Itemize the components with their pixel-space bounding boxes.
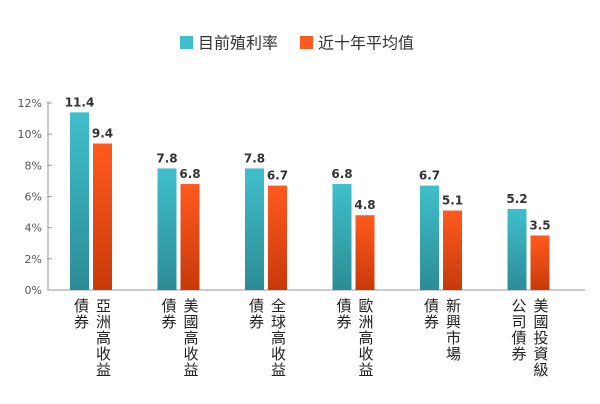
- category-char: 全: [271, 297, 286, 315]
- y-tick-label-4: 8%: [25, 159, 42, 172]
- category-char: 美: [533, 297, 548, 315]
- value-label-s1-c1: 6.8: [179, 167, 200, 181]
- category-char: 球: [271, 313, 286, 331]
- value-label-s1-c2: 6.7: [267, 169, 288, 183]
- y-tick-label-5: 10%: [18, 128, 42, 141]
- value-label-s0-c1: 7.8: [156, 151, 177, 165]
- category-char: 公: [511, 297, 526, 315]
- bars: 11.49.47.86.87.86.7 6.84.86.75.1 5.23.5: [65, 95, 551, 290]
- bar-s0-c5: [507, 208, 527, 290]
- value-label-s0-c3: 6.8: [331, 167, 352, 181]
- category-char: 級: [533, 361, 548, 379]
- category-char: 券: [336, 313, 351, 331]
- category-char: 司: [511, 313, 526, 331]
- category-char: 洲: [358, 313, 373, 331]
- value-label-s0-c2: 7.8: [244, 151, 265, 165]
- category-char: 益: [96, 361, 111, 379]
- category-char: 債: [161, 297, 176, 315]
- legend-swatch-1: [300, 36, 313, 49]
- category-char: 新: [446, 297, 461, 315]
- category-char: 券: [249, 313, 264, 331]
- category-char: 收: [358, 345, 373, 363]
- category-char: 券: [511, 345, 526, 363]
- category-char: 洲: [96, 313, 111, 331]
- bar-s1-c4: [443, 210, 462, 290]
- value-label-s0-c5: 5.2: [506, 192, 527, 206]
- y-tick-label-2: 4%: [25, 222, 42, 235]
- category-char: 資: [533, 345, 548, 363]
- category-char: 券: [161, 313, 176, 331]
- bar-s0-c4: [420, 185, 439, 290]
- category-char: 高: [271, 329, 286, 347]
- category-char: 益: [183, 361, 198, 379]
- bar-s1-c3: [355, 215, 375, 290]
- category-char: 債: [249, 297, 264, 315]
- category-char: 收: [271, 345, 286, 363]
- y-tick-label-1: 2%: [25, 253, 42, 266]
- bar-s1-c5: [530, 235, 550, 290]
- y-axis: 0% 2% 4% 6% 8% 10% 12%: [18, 97, 585, 297]
- category-char: 債: [74, 297, 89, 315]
- category-char: 收: [183, 345, 198, 363]
- bar-s1-c2: [268, 185, 287, 290]
- bar-s0-c2: [245, 168, 264, 290]
- x-axis-labels: 亞洲高收益債券美國高收益債券全球高收益債券歐洲高收益債券新興市場債券美國投資級公…: [74, 297, 549, 379]
- category-char: 債: [424, 297, 439, 315]
- bar-s1-c1: [180, 184, 200, 290]
- value-label-s1-c4: 5.1: [442, 194, 463, 208]
- category-char: 投: [533, 329, 548, 347]
- bar-s0-c1: [157, 168, 177, 290]
- y-tick-label-3: 6%: [25, 191, 42, 204]
- category-char: 益: [358, 361, 373, 379]
- category-char: 高: [96, 329, 111, 347]
- legend: 目前殖利率 近十年平均值: [180, 34, 414, 53]
- y-tick-label-0: 0%: [25, 284, 42, 297]
- legend-swatch-0: [180, 36, 193, 49]
- category-char: 國: [183, 313, 198, 331]
- value-label-s1-c5: 3.5: [529, 218, 550, 232]
- category-char: 美: [183, 297, 198, 315]
- bar-s0-c0: [70, 112, 89, 290]
- value-label-s0-c0: 11.4: [65, 95, 95, 109]
- category-char: 券: [74, 313, 89, 331]
- value-label-s0-c4: 6.7: [419, 169, 440, 183]
- category-char: 債: [336, 297, 351, 315]
- value-label-s1-c3: 4.8: [354, 198, 375, 212]
- bar-s1-c0: [93, 143, 112, 290]
- category-char: 興: [446, 313, 461, 331]
- category-char: 收: [96, 345, 111, 363]
- legend-label-1: 近十年平均值: [318, 34, 414, 53]
- category-char: 亞: [96, 297, 111, 315]
- value-label-s1-c0: 9.4: [92, 127, 113, 141]
- category-char: 債: [511, 329, 526, 347]
- bar-s0-c3: [332, 184, 352, 290]
- legend-label-0: 目前殖利率: [198, 34, 278, 53]
- category-char: 國: [533, 313, 548, 331]
- category-char: 場: [446, 345, 461, 363]
- category-char: 高: [183, 329, 198, 347]
- category-char: 高: [358, 329, 373, 347]
- y-tick-label-6: 12%: [18, 97, 42, 110]
- category-char: 益: [271, 361, 286, 379]
- category-char: 市: [446, 329, 461, 347]
- category-char: 歐: [358, 297, 373, 315]
- category-char: 券: [424, 313, 439, 331]
